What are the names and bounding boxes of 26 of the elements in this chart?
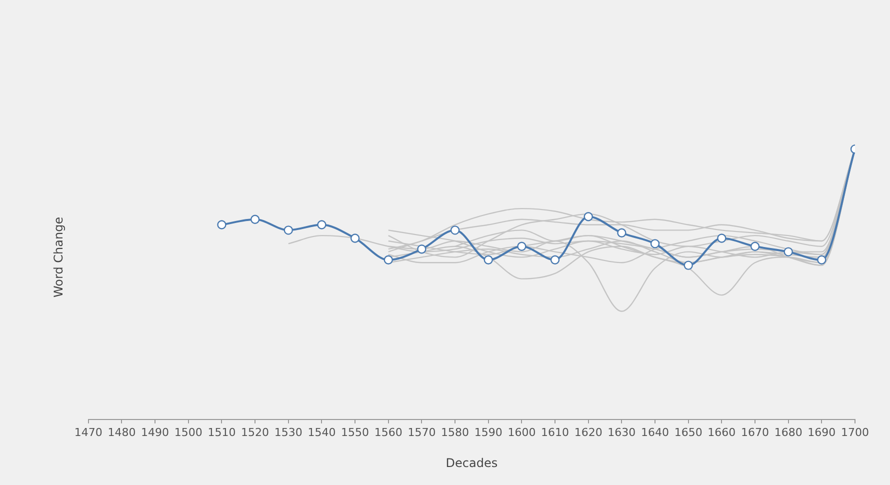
x-tick-label: 1670	[741, 426, 770, 439]
x-tick-label: 1480	[108, 426, 136, 439]
x-tick-label: 1630	[608, 426, 636, 439]
x-tick-label: 1610	[541, 426, 570, 439]
x-tick-label: 1600	[508, 426, 536, 439]
x-tick-label: 1470	[74, 426, 102, 439]
x-tick-label: 1520	[241, 426, 270, 439]
x-tick-label: 1680	[774, 426, 802, 439]
y-axis-title: Word Change	[51, 216, 66, 298]
x-tick-label: 1570	[408, 426, 436, 439]
x-tick-label: 1560	[374, 426, 402, 439]
x-tick-label: 1690	[808, 426, 836, 439]
x-tick-label: 1590	[474, 426, 502, 439]
x-tick-label: 1640	[641, 426, 670, 439]
x-axis-title: Decades	[446, 456, 498, 470]
x-tick-label: 1540	[308, 426, 336, 439]
x-tick-label: 1500	[174, 426, 202, 439]
x-tick-label: 1650	[674, 426, 702, 439]
x-tick-label: 1530	[274, 426, 302, 439]
x-tick-label: 1620	[574, 426, 602, 439]
x-tick-label: 1490	[141, 426, 170, 439]
x-tick-label: 1660	[708, 426, 736, 439]
x-tick-label: 1510	[208, 426, 236, 439]
x-tick-label: 1550	[341, 426, 370, 439]
x-tick-label: 1580	[441, 426, 470, 439]
x-tick-label: 1700	[841, 426, 869, 439]
